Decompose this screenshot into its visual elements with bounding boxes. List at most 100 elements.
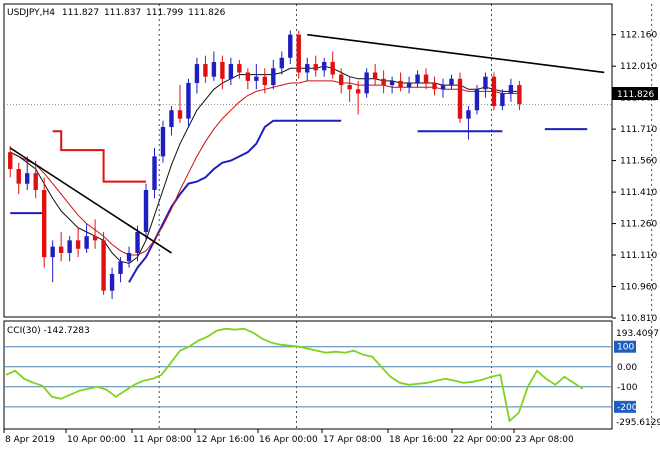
- candle-body: [279, 57, 284, 69]
- main-panel: [3, 3, 613, 318]
- candle-body: [406, 82, 412, 88]
- candle-body: [517, 85, 522, 104]
- candle-body: [449, 78, 454, 86]
- candle-body: [16, 169, 21, 184]
- candle-body: [135, 231, 140, 253]
- candle-body: [347, 85, 352, 90]
- current-price-label: 111.826: [617, 90, 654, 100]
- candle-body: [440, 85, 446, 90]
- time-tick-label: 17 Apr 08:00: [323, 435, 382, 445]
- candle-body: [228, 64, 234, 79]
- current-price-box: [612, 87, 658, 100]
- time-axis: 8 Apr 2019 10 Apr 00:00 11 Apr 08:00 12 Apr…: [3, 429, 574, 445]
- candle-body: [203, 64, 208, 77]
- candle-body: [67, 240, 72, 253]
- candle-body: [338, 74, 344, 86]
- cci-label: CCI(30) -142.7283: [7, 326, 90, 336]
- time-tick-label: 8 Apr 2019: [5, 435, 55, 445]
- time-tick-label: 23 Apr 08:00: [515, 435, 574, 445]
- candle-body: [432, 82, 437, 90]
- candle-body: [483, 76, 488, 90]
- cci-level-box: [614, 340, 636, 353]
- candle-body: [500, 93, 505, 107]
- time-tick-label: 16 Apr 00:00: [259, 435, 318, 445]
- cci-level-label: -200: [617, 403, 638, 413]
- candle-body: [415, 74, 420, 83]
- time-tick-label: 11 Apr 08:00: [133, 435, 192, 445]
- step-lines: [10, 128, 588, 215]
- candle-body: [33, 173, 38, 190]
- candle-body: [508, 85, 514, 94]
- candle-body: [313, 64, 318, 71]
- time-tick-label: 10 Apr 00:00: [67, 435, 126, 445]
- trendline-1: [307, 33, 605, 74]
- cci-level-label: 100: [617, 343, 634, 353]
- candle-body: [305, 64, 310, 73]
- candle-body: [296, 34, 301, 73]
- time-tick-label: 22 Apr 00:00: [453, 435, 512, 445]
- candle-body: [177, 110, 183, 119]
- candle-body: [118, 261, 123, 274]
- trailing-stop-path: [128, 119, 342, 283]
- cci-level-label: 0.00: [617, 363, 637, 373]
- candle-body: [8, 152, 13, 169]
- candle-body: [389, 80, 395, 86]
- ohlc-open: 111.827: [62, 8, 99, 18]
- candle-body: [237, 64, 242, 73]
- price-tick-label: 111.260: [620, 220, 657, 230]
- time-tick-label: 12 Apr 16:00: [196, 435, 255, 445]
- candle-body: [271, 68, 276, 86]
- candle-body: [364, 72, 369, 94]
- candle-body: [143, 189, 149, 232]
- candle-body: [101, 240, 106, 291]
- cci-panel: [3, 320, 613, 430]
- cci-level-label: -100: [617, 383, 638, 393]
- price-tick-label: 112.160: [620, 31, 657, 41]
- candle-body: [466, 110, 471, 119]
- candle-body: [262, 76, 268, 86]
- candle-body: [322, 61, 327, 71]
- candle-body: [160, 127, 166, 157]
- candle-body: [109, 273, 115, 291]
- candle-body: [491, 76, 497, 107]
- price-axis: 112.160112.010111.860111.710111.560111.4…: [612, 31, 657, 324]
- resistance-steps: [52, 130, 146, 183]
- candle-body: [457, 78, 463, 119]
- candle-body: [58, 246, 64, 253]
- candle-body: [254, 76, 259, 81]
- price-tick-label: 110.810: [620, 314, 657, 324]
- trailing-stop-line: [128, 119, 342, 283]
- price-tick-label: 110.960: [620, 283, 657, 293]
- candle-body: [186, 82, 191, 119]
- price-tick-label: 111.710: [620, 125, 657, 135]
- candle-body: [50, 246, 55, 258]
- cci-level-box: [614, 400, 636, 413]
- candle-body: [41, 189, 47, 258]
- price-tick-label: 111.560: [620, 157, 657, 167]
- chart-title: USDJPY,H4 111.827 111.837 111.799 111.82…: [7, 8, 226, 18]
- cci-line: [5, 327, 584, 423]
- vertical-gridlines: [4, 4, 653, 429]
- candle-body: [330, 61, 335, 75]
- candle-body: [169, 110, 174, 128]
- ohlc-close: 111.826: [188, 8, 225, 18]
- trendlines: [9, 33, 605, 254]
- cci-min-label: -295.6129: [616, 418, 660, 428]
- candle-body: [220, 61, 225, 79]
- candle-body: [372, 72, 378, 79]
- candle-body: [126, 252, 132, 262]
- candle-body: [75, 240, 81, 249]
- candle-body: [245, 72, 251, 81]
- candle-body: [474, 89, 480, 111]
- candle-body: [92, 236, 98, 241]
- candle-body: [84, 236, 89, 249]
- candle-body: [398, 80, 403, 88]
- price-tick-label: 111.410: [620, 188, 657, 198]
- candlesticks: [8, 30, 522, 300]
- candle-body: [194, 64, 200, 83]
- ohlc-high: 111.837: [104, 8, 141, 18]
- trendline-0: [9, 147, 172, 254]
- cci-indicator: 100 0.00 -100 -200 193.4097 -295.6129: [4, 327, 660, 428]
- candle-body: [211, 61, 217, 77]
